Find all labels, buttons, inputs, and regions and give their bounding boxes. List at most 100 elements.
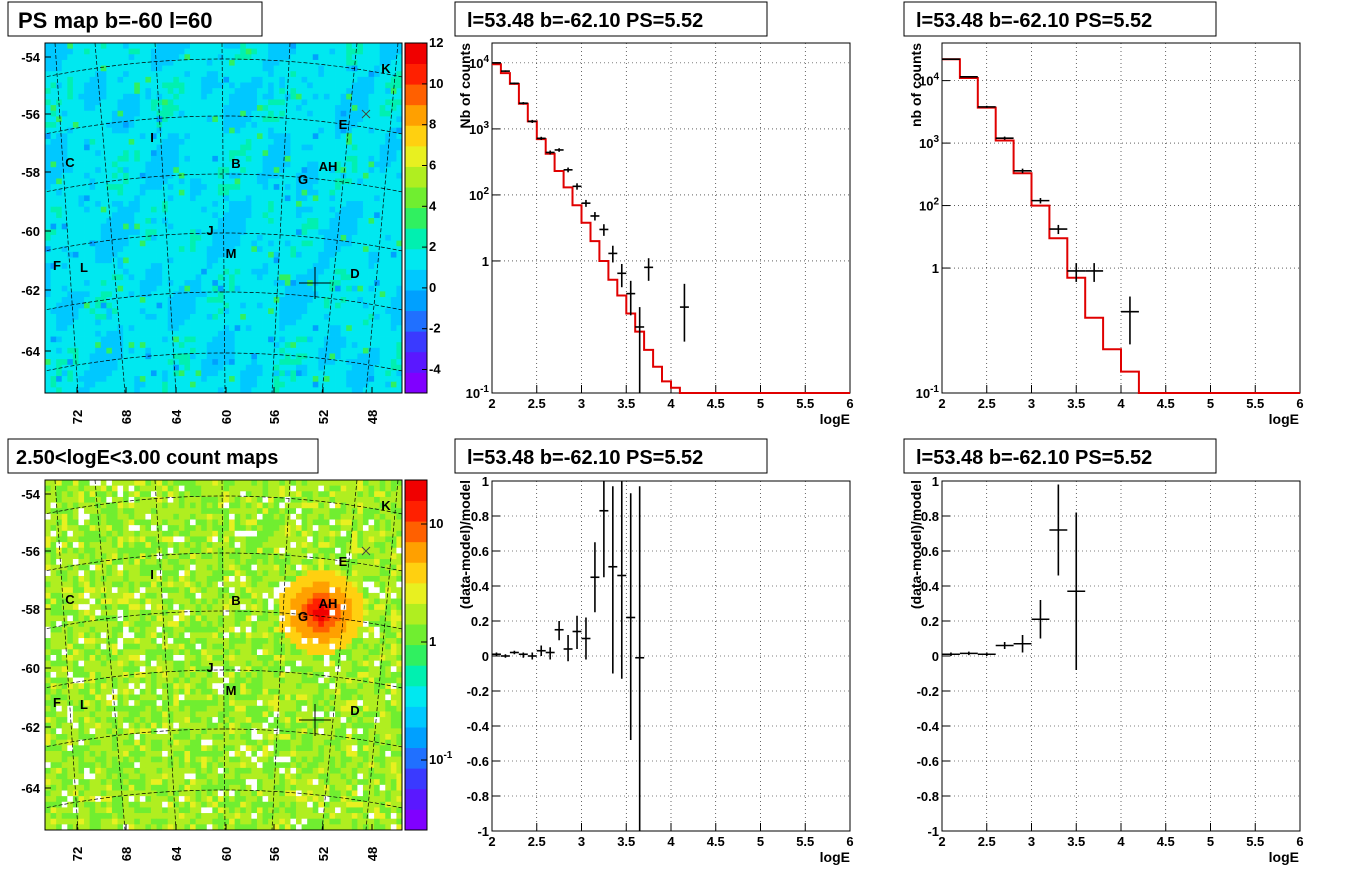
colorbar-swatch bbox=[405, 331, 427, 353]
map-x-tick-label: 68 bbox=[119, 847, 134, 861]
colorbar-tick-label: 10-1 bbox=[429, 750, 453, 767]
data-point bbox=[1031, 198, 1050, 204]
data-point bbox=[644, 258, 654, 281]
data-point bbox=[1067, 512, 1086, 670]
data-point bbox=[959, 651, 978, 656]
x-tick-label: 3 bbox=[578, 834, 585, 849]
ps-map-image bbox=[45, 43, 402, 393]
x-tick-label: 5.5 bbox=[1246, 396, 1264, 411]
x-tick-label: 5 bbox=[1207, 834, 1214, 849]
spectrum-plot-fine-bins: l=53.48 b=-62.10 PS=5.52 logE Nb of coun… bbox=[454, 1, 854, 427]
y-tick-label: 102 bbox=[469, 186, 489, 203]
data-point bbox=[1049, 484, 1068, 576]
ps-map-markers bbox=[299, 109, 371, 299]
colorbar-swatch bbox=[405, 665, 427, 687]
map-x-tick-label: 52 bbox=[316, 410, 331, 424]
map-x-tick-label: 52 bbox=[316, 847, 331, 861]
x-tick-label: 6 bbox=[846, 396, 853, 411]
map-y-tick-label: -54 bbox=[21, 487, 41, 502]
data-point bbox=[1031, 600, 1050, 639]
y-tick-label: -1 bbox=[927, 824, 939, 839]
data-point bbox=[942, 58, 960, 61]
x-tick-label: 2.5 bbox=[528, 396, 546, 411]
residual-plot-coarse-title: l=53.48 b=-62.10 PS=5.52 bbox=[916, 447, 1152, 469]
map-x-tick-label: 60 bbox=[219, 410, 234, 424]
colorbar-swatch bbox=[405, 145, 427, 167]
colorbar-swatch bbox=[405, 644, 427, 666]
colorbar-swatch bbox=[405, 166, 427, 188]
colorbar-tick-label: 4 bbox=[429, 198, 437, 213]
y-tick-label: -0.2 bbox=[467, 684, 489, 699]
ps-map-frame bbox=[44, 42, 403, 394]
data-point bbox=[599, 481, 609, 578]
y-tick-label: 103 bbox=[469, 120, 489, 137]
data-point bbox=[995, 642, 1014, 649]
colorbar-swatch bbox=[405, 727, 427, 749]
y-tick-label: 1 bbox=[482, 254, 489, 269]
model-histogram bbox=[492, 63, 850, 394]
data-point bbox=[679, 283, 689, 342]
data-point bbox=[563, 635, 573, 662]
y-tick-label: -0.4 bbox=[917, 719, 940, 734]
data-point bbox=[617, 481, 627, 679]
map-y-tick-label: -62 bbox=[21, 283, 40, 298]
y-tick-label: 0.8 bbox=[471, 509, 489, 524]
data-point bbox=[942, 652, 960, 656]
source-label: L bbox=[80, 260, 88, 275]
x-marker bbox=[361, 546, 371, 556]
source-label: E bbox=[339, 554, 348, 569]
model-histogram bbox=[942, 58, 1300, 394]
y-tick-label: 104 bbox=[919, 72, 939, 89]
colorbar-swatch bbox=[405, 624, 427, 646]
data-point bbox=[500, 654, 510, 658]
x-tick-label: 4 bbox=[1117, 834, 1125, 849]
count-map-coordinate-grid bbox=[45, 480, 402, 830]
map-y-tick-label: -60 bbox=[21, 224, 40, 239]
data-point bbox=[554, 148, 564, 152]
source-label: AH bbox=[319, 596, 338, 611]
map-y-tick-label: -64 bbox=[21, 344, 41, 359]
data-point bbox=[536, 136, 546, 140]
map-y-tick-label: -56 bbox=[21, 544, 40, 559]
ps-map-x-axis: 72 68 64 60 56 52 48 bbox=[70, 387, 380, 424]
x-tick-label: 4.5 bbox=[707, 834, 725, 849]
data-point bbox=[572, 615, 582, 649]
source-label: C bbox=[65, 592, 75, 607]
colorbar-tick-label: -2 bbox=[429, 321, 441, 336]
map-y-tick-label: -58 bbox=[21, 602, 40, 617]
residual-plot-coarse-ylabel: (data-model)/model bbox=[908, 480, 924, 609]
y-tick-label: 1 bbox=[482, 474, 489, 489]
data-point bbox=[1049, 224, 1068, 235]
x-tick-label: 4.5 bbox=[1157, 834, 1175, 849]
x-tick-label: 5.5 bbox=[1246, 834, 1264, 849]
y-tick-label: 0.6 bbox=[471, 544, 489, 559]
colorbar-swatch bbox=[405, 351, 427, 373]
x-tick-label: 6 bbox=[1296, 396, 1303, 411]
count-map-y-axis: -54 -56 -58 -60 -62 -64 bbox=[21, 487, 51, 796]
count-map-frame bbox=[44, 479, 403, 831]
colorbar-swatch bbox=[405, 685, 427, 707]
data-point bbox=[572, 183, 582, 190]
map-x-tick-label: 72 bbox=[70, 410, 85, 424]
data-point bbox=[617, 263, 627, 288]
map-y-tick-label: -62 bbox=[21, 720, 40, 735]
x-tick-label: 3.5 bbox=[617, 396, 635, 411]
source-label: B bbox=[231, 156, 240, 171]
x-tick-label: 3.5 bbox=[617, 834, 635, 849]
data-point bbox=[1121, 296, 1139, 345]
colorbar-swatch bbox=[405, 269, 427, 291]
y-tick-label: 0.6 bbox=[921, 544, 939, 559]
data-point bbox=[590, 212, 600, 221]
data-point bbox=[1013, 168, 1032, 174]
map-y-tick-label: -54 bbox=[21, 50, 41, 65]
residual-plot-fine-ylabel: (data-model)/model bbox=[457, 480, 473, 609]
count-map-markers bbox=[299, 546, 371, 736]
y-tick-label: 0.2 bbox=[471, 614, 489, 629]
y-tick-label: -0.4 bbox=[467, 719, 490, 734]
map-x-tick-label: 56 bbox=[267, 410, 282, 424]
source-label: F bbox=[53, 695, 61, 710]
count-map-colorbar: 10 1 10-1 bbox=[404, 479, 453, 831]
count-map-image bbox=[45, 480, 402, 830]
x-tick-label: 2.5 bbox=[978, 396, 996, 411]
